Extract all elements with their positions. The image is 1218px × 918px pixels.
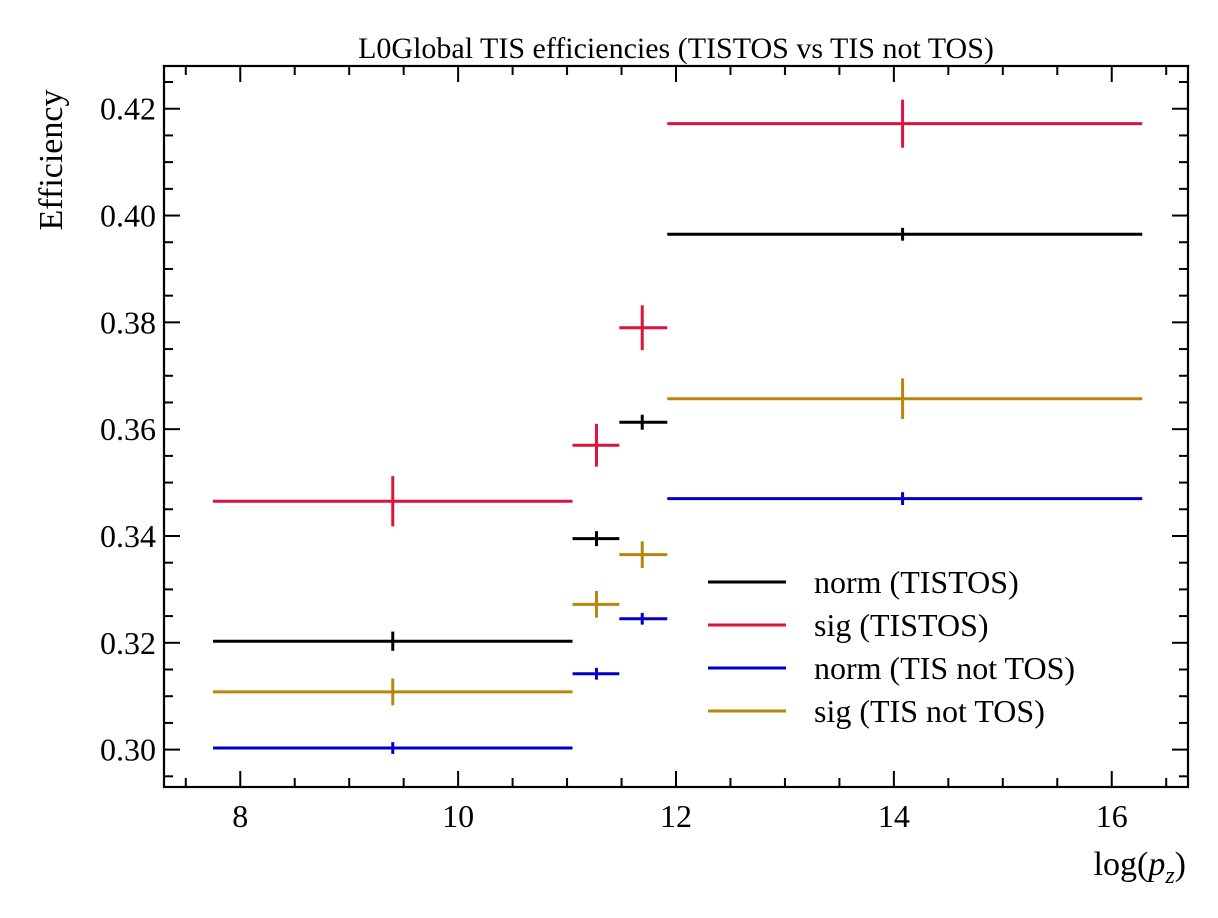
legend: norm (TISTOS) sig (TISTOS) norm (TIS not T… (708, 564, 1075, 729)
series-norm-tistos- (213, 227, 1143, 651)
y-tick-label: 0.38 (100, 304, 156, 340)
y-axis-label: Efficiency (33, 90, 70, 231)
y-tick-label: 0.34 (100, 518, 156, 554)
y-tick-label: 0.40 (100, 198, 156, 234)
series-sig-tistos- (213, 99, 1143, 527)
y-axis: 0.30 0.32 0.34 0.36 0.38 0.40 0.42 (100, 81, 1188, 778)
y-tick-label: 0.36 (100, 411, 156, 447)
legend-label: sig (TIS not TOS) (814, 693, 1045, 729)
x-axis: 8 10 12 14 16 (184, 66, 1168, 834)
x-axis-label: log(pz) (1094, 846, 1186, 889)
y-tick-label: 0.42 (100, 91, 156, 127)
legend-label: sig (TISTOS) (814, 607, 989, 643)
x-tick-label: 10 (442, 798, 474, 834)
series-norm-tis-not-tos- (213, 492, 1143, 754)
chart-title: L0Global TIS efficiencies (TISTOS vs TIS… (358, 32, 994, 65)
x-tick-label: 8 (232, 798, 248, 834)
series-sig-tis-not-tos- (213, 378, 1143, 706)
x-tick-label: 16 (1096, 798, 1128, 834)
y-tick-label: 0.32 (100, 625, 156, 661)
y-tick-label: 0.30 (100, 732, 156, 768)
legend-label: norm (TIS not TOS) (814, 650, 1075, 686)
legend-label: norm (TISTOS) (814, 564, 1019, 600)
x-tick-label: 14 (878, 798, 910, 834)
x-tick-label: 12 (660, 798, 692, 834)
